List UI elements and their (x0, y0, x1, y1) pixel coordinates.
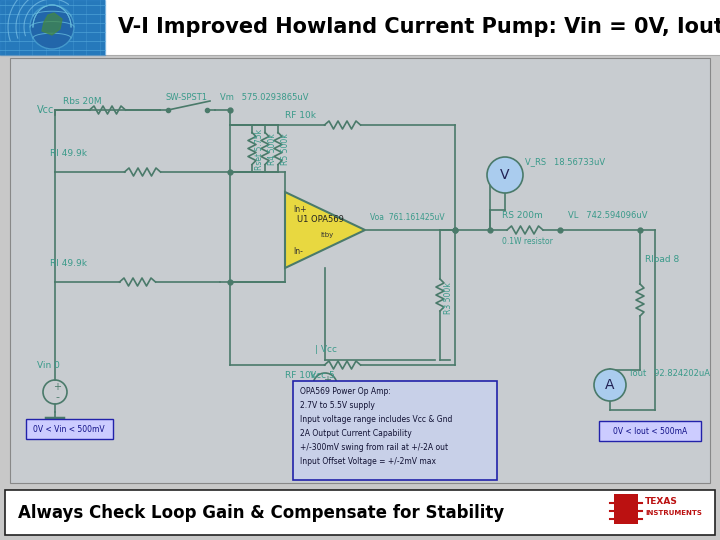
Text: +/-300mV swing from rail at +/-2A out: +/-300mV swing from rail at +/-2A out (300, 442, 448, 451)
Text: Rset 5.75k: Rset 5.75k (255, 129, 264, 170)
Circle shape (487, 157, 523, 193)
Text: Always Check Loop Gain & Compensate for Stability: Always Check Loop Gain & Compensate for … (18, 504, 504, 522)
Text: RF 10k: RF 10k (285, 370, 316, 380)
Text: Voa  761.161425uV: Voa 761.161425uV (370, 213, 445, 222)
Text: TEXAS: TEXAS (645, 496, 678, 505)
Text: +: + (53, 382, 61, 392)
Circle shape (594, 369, 626, 401)
Text: 2A Output Current Capability: 2A Output Current Capability (300, 429, 412, 437)
Text: 0V < Vin < 500mV: 0V < Vin < 500mV (33, 424, 105, 434)
Text: R5 500k: R5 500k (281, 133, 290, 165)
Text: Vm   575.0293865uV: Vm 575.0293865uV (220, 93, 308, 103)
Text: SW-SPST1: SW-SPST1 (165, 93, 207, 103)
Text: A: A (606, 378, 615, 392)
Text: Vcc 5: Vcc 5 (310, 370, 335, 380)
Text: V: V (500, 168, 510, 182)
Polygon shape (285, 192, 365, 268)
FancyBboxPatch shape (10, 58, 710, 483)
Text: In-: In- (293, 247, 303, 256)
Text: Iout   92.824202uA: Iout 92.824202uA (630, 368, 710, 377)
Text: In+: In+ (293, 206, 307, 214)
Text: Vcc: Vcc (37, 105, 55, 115)
Text: RF 10k: RF 10k (285, 111, 316, 119)
Text: 0V < Iout < 500mA: 0V < Iout < 500mA (613, 427, 687, 435)
Polygon shape (42, 13, 62, 35)
Text: OPA569 Power Op Amp:: OPA569 Power Op Amp: (300, 387, 391, 395)
FancyBboxPatch shape (293, 381, 497, 480)
Text: ltby: ltby (320, 232, 333, 238)
Text: Vin 0: Vin 0 (37, 361, 60, 369)
Text: V_RS   18.56733uV: V_RS 18.56733uV (525, 158, 605, 166)
FancyBboxPatch shape (0, 0, 720, 55)
Text: -: - (55, 392, 59, 402)
Text: +: + (323, 375, 331, 385)
Text: -: - (325, 385, 329, 395)
Text: RI 49.9k: RI 49.9k (50, 260, 87, 268)
Text: U1 OPA569: U1 OPA569 (297, 215, 343, 225)
Text: | Vcc: | Vcc (315, 346, 337, 354)
FancyBboxPatch shape (26, 419, 113, 439)
Text: Input Offset Voltage = +/-2mV max: Input Offset Voltage = +/-2mV max (300, 456, 436, 465)
Text: RI 49.9k: RI 49.9k (50, 150, 87, 159)
Text: R4 500k: R4 500k (268, 133, 277, 165)
Text: R3 500k: R3 500k (444, 282, 453, 314)
Circle shape (30, 5, 74, 49)
Text: Rload 8: Rload 8 (645, 255, 679, 265)
Text: INSTRUMENTS: INSTRUMENTS (645, 510, 702, 516)
Text: 0.1W resistor: 0.1W resistor (502, 238, 553, 246)
Text: Input voltage range includes Vcc & Gnd: Input voltage range includes Vcc & Gnd (300, 415, 452, 423)
FancyBboxPatch shape (614, 494, 638, 524)
FancyBboxPatch shape (599, 421, 701, 441)
Text: V-I Improved Howland Current Pump: Vin = 0V, Iout = 0A: V-I Improved Howland Current Pump: Vin =… (118, 17, 720, 37)
Text: VL   742.594096uV: VL 742.594096uV (568, 212, 647, 220)
FancyBboxPatch shape (5, 490, 715, 535)
Polygon shape (0, 0, 105, 55)
Text: 2.7V to 5.5V supply: 2.7V to 5.5V supply (300, 401, 375, 409)
FancyBboxPatch shape (0, 0, 105, 55)
Text: RS 200m: RS 200m (502, 212, 543, 220)
Text: Rbs 20M: Rbs 20M (63, 97, 102, 105)
